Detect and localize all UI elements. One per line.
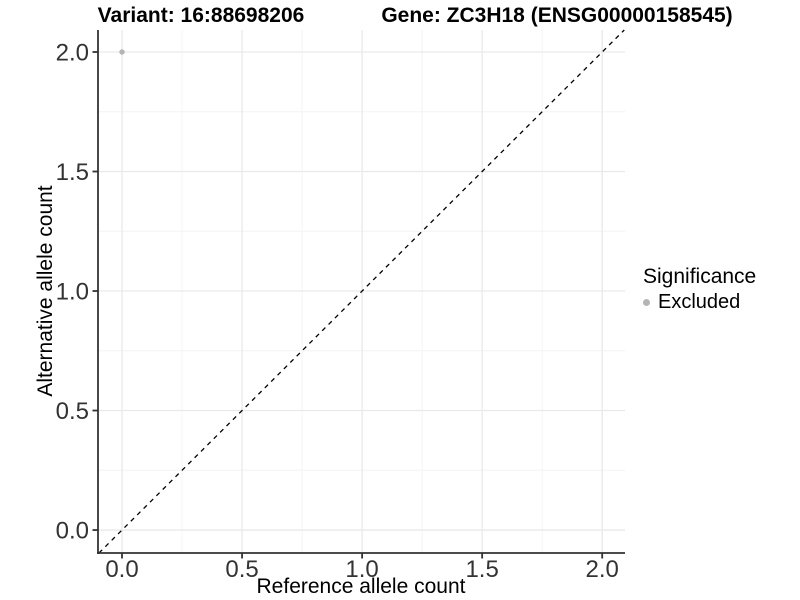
x-tick-label: 1.5: [465, 556, 498, 583]
legend-title: Significance: [643, 265, 757, 288]
y-tick-label: 2.0: [56, 39, 89, 66]
y-tick-label: 1.0: [56, 279, 89, 306]
y-axis-title: Alternative allele count: [34, 185, 57, 397]
x-axis-title: Reference allele count: [256, 575, 466, 598]
legend-item-excluded: Excluded: [643, 291, 756, 314]
y-tick-label: 1.5: [56, 159, 89, 186]
x-tick-label: 1.0: [345, 556, 378, 583]
x-tick-label: 0.5: [225, 556, 258, 583]
legend-item-label: Excluded: [658, 291, 741, 313]
legend-marker-dot-icon: [643, 299, 650, 306]
x-tick-label: 0.0: [105, 556, 138, 583]
identity-reference-line: [98, 29, 625, 554]
legend: Significance Excluded: [643, 265, 756, 314]
x-tick-label: 2.0: [586, 556, 619, 583]
y-tick-label: 0.0: [56, 518, 89, 545]
y-tick-label: 0.5: [56, 398, 89, 425]
plot-title-variant: Variant: 16:88698206: [97, 4, 305, 27]
plot-title-gene: Gene: ZC3H18 (ENSG00000158545): [381, 4, 733, 27]
data-point: [119, 49, 125, 55]
